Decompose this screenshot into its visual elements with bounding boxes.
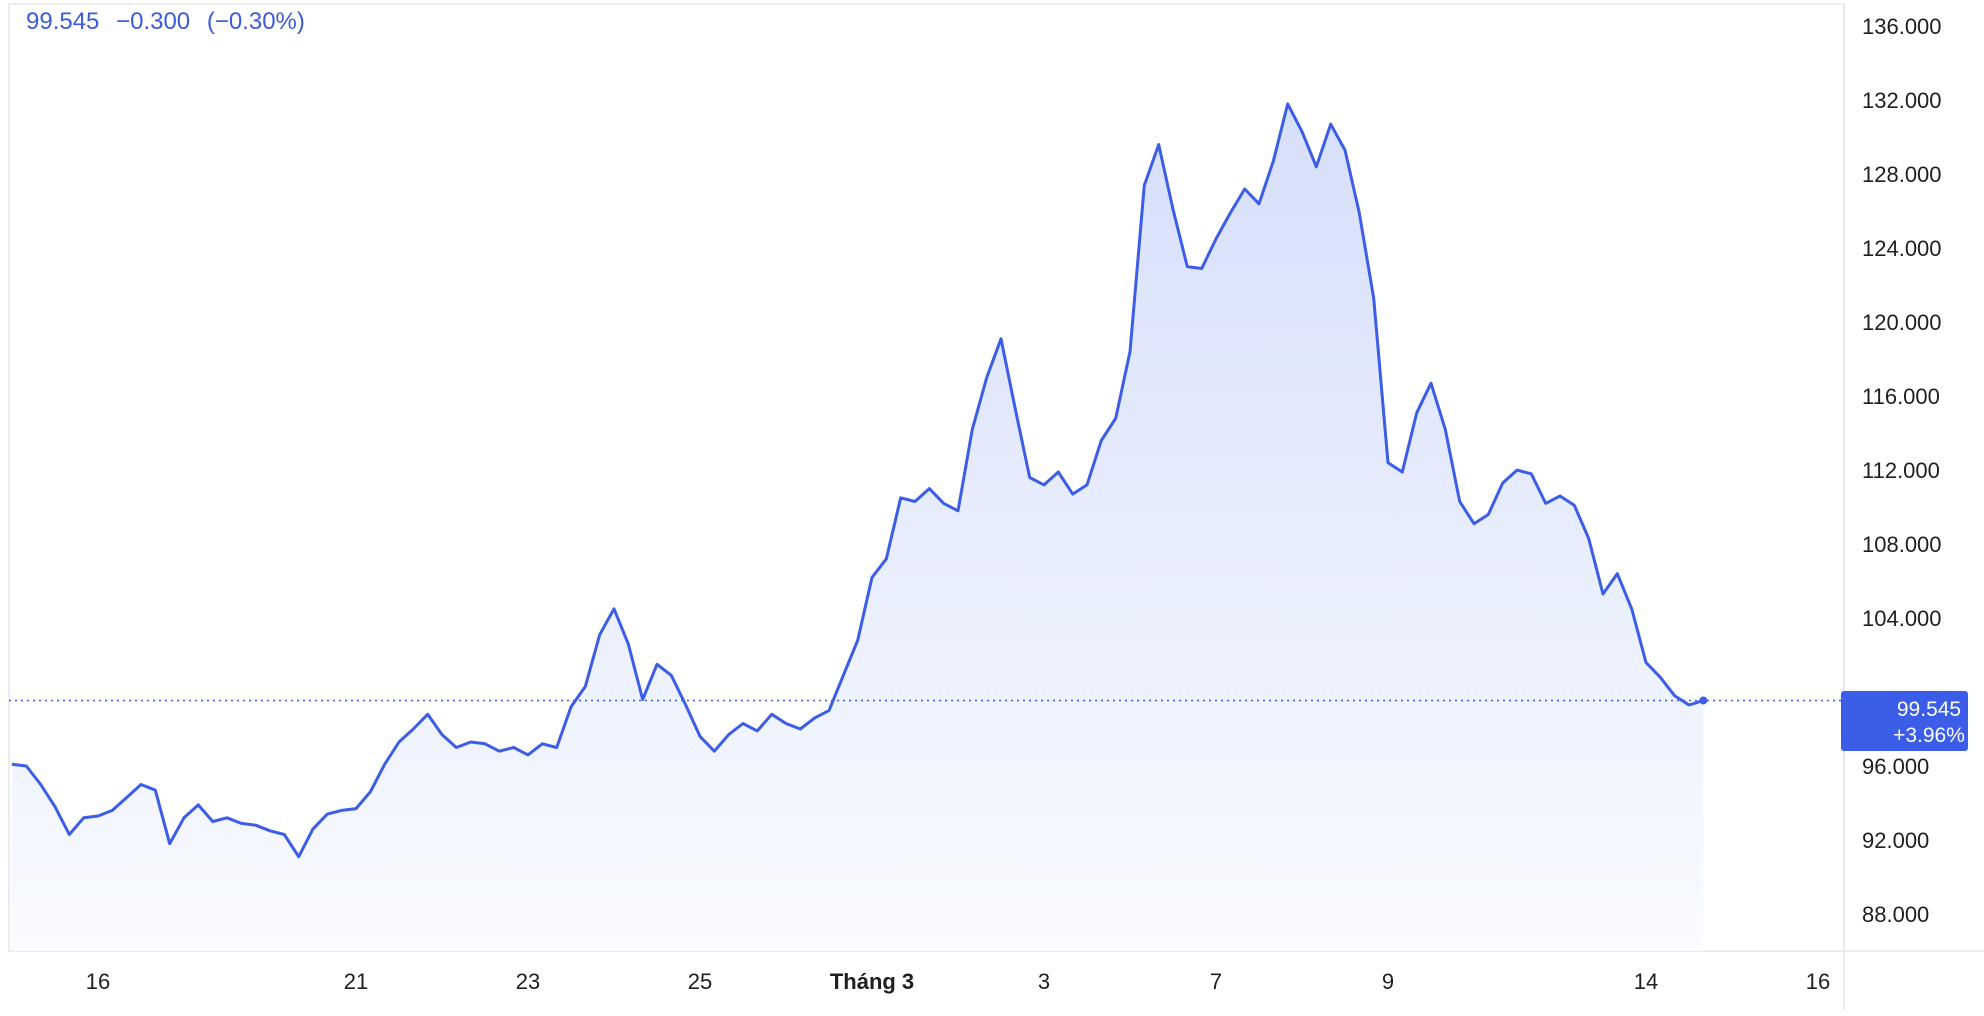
y-tick-label: 120.000 bbox=[1862, 310, 1942, 335]
legend-change-percent: (−0.30%) bbox=[206, 8, 305, 35]
x-tick-label: 7 bbox=[1210, 969, 1222, 994]
y-tick-label: 132.000 bbox=[1862, 88, 1942, 113]
area-fill-layer bbox=[12, 103, 1704, 951]
x-tick-label: 16 bbox=[1806, 969, 1830, 994]
x-tick-label: 16 bbox=[86, 969, 110, 994]
price-tag[interactable]: 99.545 +3.96% bbox=[1841, 691, 1968, 751]
price-tag-background bbox=[1841, 691, 1968, 751]
y-tick-label: 104.000 bbox=[1862, 606, 1942, 631]
y-tick-label: 112.000 bbox=[1862, 458, 1940, 483]
x-tick-label: 21 bbox=[344, 969, 368, 994]
x-tick-label: 9 bbox=[1382, 969, 1394, 994]
price-line-layer bbox=[11, 102, 1708, 859]
price-tag-value: 99.545 bbox=[1897, 698, 1961, 721]
y-tick-label: 108.000 bbox=[1862, 532, 1942, 557]
x-tick-label: 23 bbox=[516, 969, 540, 994]
x-tick-label: 14 bbox=[1634, 969, 1658, 994]
y-tick-label: 92.000 bbox=[1862, 828, 1929, 853]
x-tick-label: Tháng 3 bbox=[830, 969, 914, 994]
y-tick-label: 128.000 bbox=[1862, 162, 1942, 187]
x-tick-label: 3 bbox=[1038, 969, 1050, 994]
x-axis-ticks: 16 21 23 25 Tháng 3 3 7 9 14 16 bbox=[86, 969, 1830, 994]
y-tick-label: 96.000 bbox=[1862, 754, 1929, 779]
y-tick-label: 136.000 bbox=[1862, 14, 1942, 39]
y-tick-label: 116.000 bbox=[1862, 384, 1940, 409]
price-tag-change: +3.96% bbox=[1893, 724, 1965, 747]
legend-bar: 99.545 −0.300 (−0.30%) bbox=[26, 8, 315, 36]
last-point-marker bbox=[1699, 696, 1708, 705]
series-area bbox=[12, 103, 1704, 951]
x-tick-label: 25 bbox=[688, 969, 712, 994]
y-axis-ticks: 136.000 132.000 128.000 124.000 120.000 116.0… bbox=[1862, 14, 1942, 927]
y-tick-label: 88.000 bbox=[1862, 902, 1929, 927]
legend-change: −0.300 bbox=[116, 8, 191, 35]
legend-last-price: 99.545 bbox=[26, 8, 100, 35]
series-line bbox=[11, 102, 1704, 859]
y-tick-label: 124.000 bbox=[1862, 236, 1942, 261]
